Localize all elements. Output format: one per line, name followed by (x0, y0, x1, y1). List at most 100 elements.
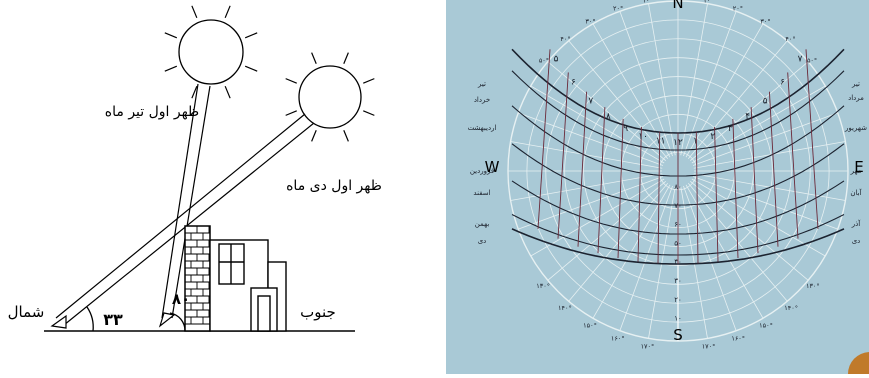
month-label-right: آبان (850, 188, 862, 197)
azimuth-label: ۱۰° (703, 0, 713, 5)
month-label-right: شهریور (844, 124, 867, 132)
hour-line (768, 91, 779, 247)
month-label-left: فروردین (470, 167, 494, 175)
azimuth-label: ۱۶۰° (731, 334, 745, 342)
azimuth-line (691, 85, 826, 164)
winter-angle-arc (86, 306, 94, 332)
azimuth-line (592, 184, 671, 319)
azimuth-label: ۴۰° (560, 35, 570, 43)
cardinal-west: W (485, 158, 500, 176)
azimuth-label: ۱۰° (642, 0, 652, 5)
month-label-right: مهر (850, 167, 862, 175)
hour-line (637, 126, 642, 262)
azimuth-line (687, 40, 788, 160)
azimuth-line (530, 85, 665, 164)
azimuth-label: ۱۳۰° (806, 282, 820, 290)
altitude-label: ۲۰ (674, 296, 682, 304)
azimuth-line (518, 176, 664, 230)
azimuth-line (680, 3, 708, 156)
altitude-label: ۳۰ (674, 277, 682, 285)
azimuth-line (692, 176, 838, 230)
hour-label: ۷ (588, 97, 593, 107)
azimuth-line (692, 112, 838, 166)
azimuth-label: ۱۷۰° (702, 342, 716, 350)
sun-angle-diagram: ظهر اول تیر ماه ظهر اول دی ماه شمال جنوب… (0, 0, 430, 374)
hour-line (732, 118, 739, 259)
azimuth-line (691, 178, 826, 257)
azimuth-line (547, 180, 667, 281)
hour-line (695, 131, 699, 264)
hour-line (557, 72, 569, 239)
azimuth-label: ۵۰° (807, 57, 817, 65)
azimuth-label: ۱۷۰° (641, 342, 655, 350)
summer-angle-value: ۸۰ (172, 290, 190, 308)
winter-noon-label: ظهر اول دی ماه (286, 178, 382, 194)
month-label-right: تیر (851, 80, 860, 88)
month-label-left: اسفند (473, 189, 490, 197)
azimuth-line (530, 178, 665, 257)
azimuth-label: ۱۶۰° (611, 334, 625, 342)
azimuth-label: ۳۰° (760, 17, 770, 25)
month-label-right: آذر (851, 219, 861, 228)
altitude-label: ۵۰ (674, 239, 682, 247)
altitude-label: ۶۰ (674, 221, 682, 229)
hour-line (750, 107, 759, 254)
altitude-label: ۱۰ (674, 315, 682, 323)
azimuth-label: ۱۳۰° (536, 282, 550, 290)
altitude-label: ۷۰ (674, 202, 682, 210)
azimuth-label: ۱۴۰° (558, 304, 572, 312)
hour-label: ۳ (728, 124, 733, 134)
azimuth-label: ۲۰° (613, 5, 623, 13)
hour-label: ۱۲ (673, 138, 683, 148)
summer-noon-label: ظهر اول تیر ماه (105, 104, 199, 120)
azimuth-line (648, 3, 676, 156)
brick-wall (184, 225, 211, 332)
month-label-right: دی (852, 237, 861, 245)
azimuth-line (685, 184, 764, 319)
hour-line (787, 72, 799, 239)
hour-label: ۱ (693, 137, 698, 147)
altitude-label: ۸۰ (674, 183, 682, 191)
corner-decoration (848, 352, 869, 374)
azimuth-label: ۱۵۰° (583, 321, 597, 329)
north-label: شمال (8, 303, 45, 321)
azimuth-label: ۱۴۰° (784, 304, 798, 312)
month-label-left: خرداد (474, 96, 490, 104)
hour-line (617, 118, 624, 259)
month-label-right: مرداد (848, 94, 864, 102)
azimuth-line (518, 112, 664, 166)
hour-line (577, 91, 588, 247)
altitude-label: ۴۰ (674, 258, 682, 266)
sun-path-chart: تیر خرداد اردیبهشت فروردین اسفند بهمن دی تیر مرد… (446, 0, 869, 374)
azimuth-line (689, 61, 809, 162)
winter-sun-ray (50, 113, 315, 329)
azimuth-label: ۲۰° (733, 5, 743, 13)
summer-sun-icon (164, 5, 258, 99)
azimuth-line (648, 186, 676, 339)
month-label-left: بهمن (475, 220, 490, 228)
azimuth-line (592, 23, 671, 158)
month-label-left: دی (478, 237, 487, 245)
hour-label: ۴ (745, 112, 750, 122)
winter-angle-value: ۳۳ (103, 310, 123, 329)
hour-label: ۱۱ (656, 137, 666, 147)
azimuth-line (680, 186, 708, 339)
azimuth-line (568, 40, 669, 160)
hour-label: ۸ (606, 112, 611, 122)
azimuth-line (685, 23, 764, 158)
azimuth-line (619, 185, 673, 331)
hour-label: ۵ (554, 54, 559, 64)
cardinal-south: S (673, 326, 683, 344)
sun-path-svg: تیر خرداد اردیبهشت فروردین اسفند بهمن دی تیر مرد… (468, 0, 869, 374)
summer-sun-ray (158, 83, 211, 328)
month-label-left: تیر (477, 80, 486, 88)
hour-line (597, 107, 606, 254)
cardinal-north: N (672, 0, 683, 12)
azimuth-line (547, 61, 667, 162)
azimuth-label: ۴۰° (785, 35, 795, 43)
sun-path-labels: تیر خرداد اردیبهشت فروردین اسفند بهمن دی تیر مرد… (468, 0, 868, 350)
hour-line (537, 49, 551, 229)
hour-label: ۶ (571, 77, 576, 87)
hour-label: ۵ (763, 97, 768, 107)
azimuth-label: ۱۵۰° (759, 321, 773, 329)
